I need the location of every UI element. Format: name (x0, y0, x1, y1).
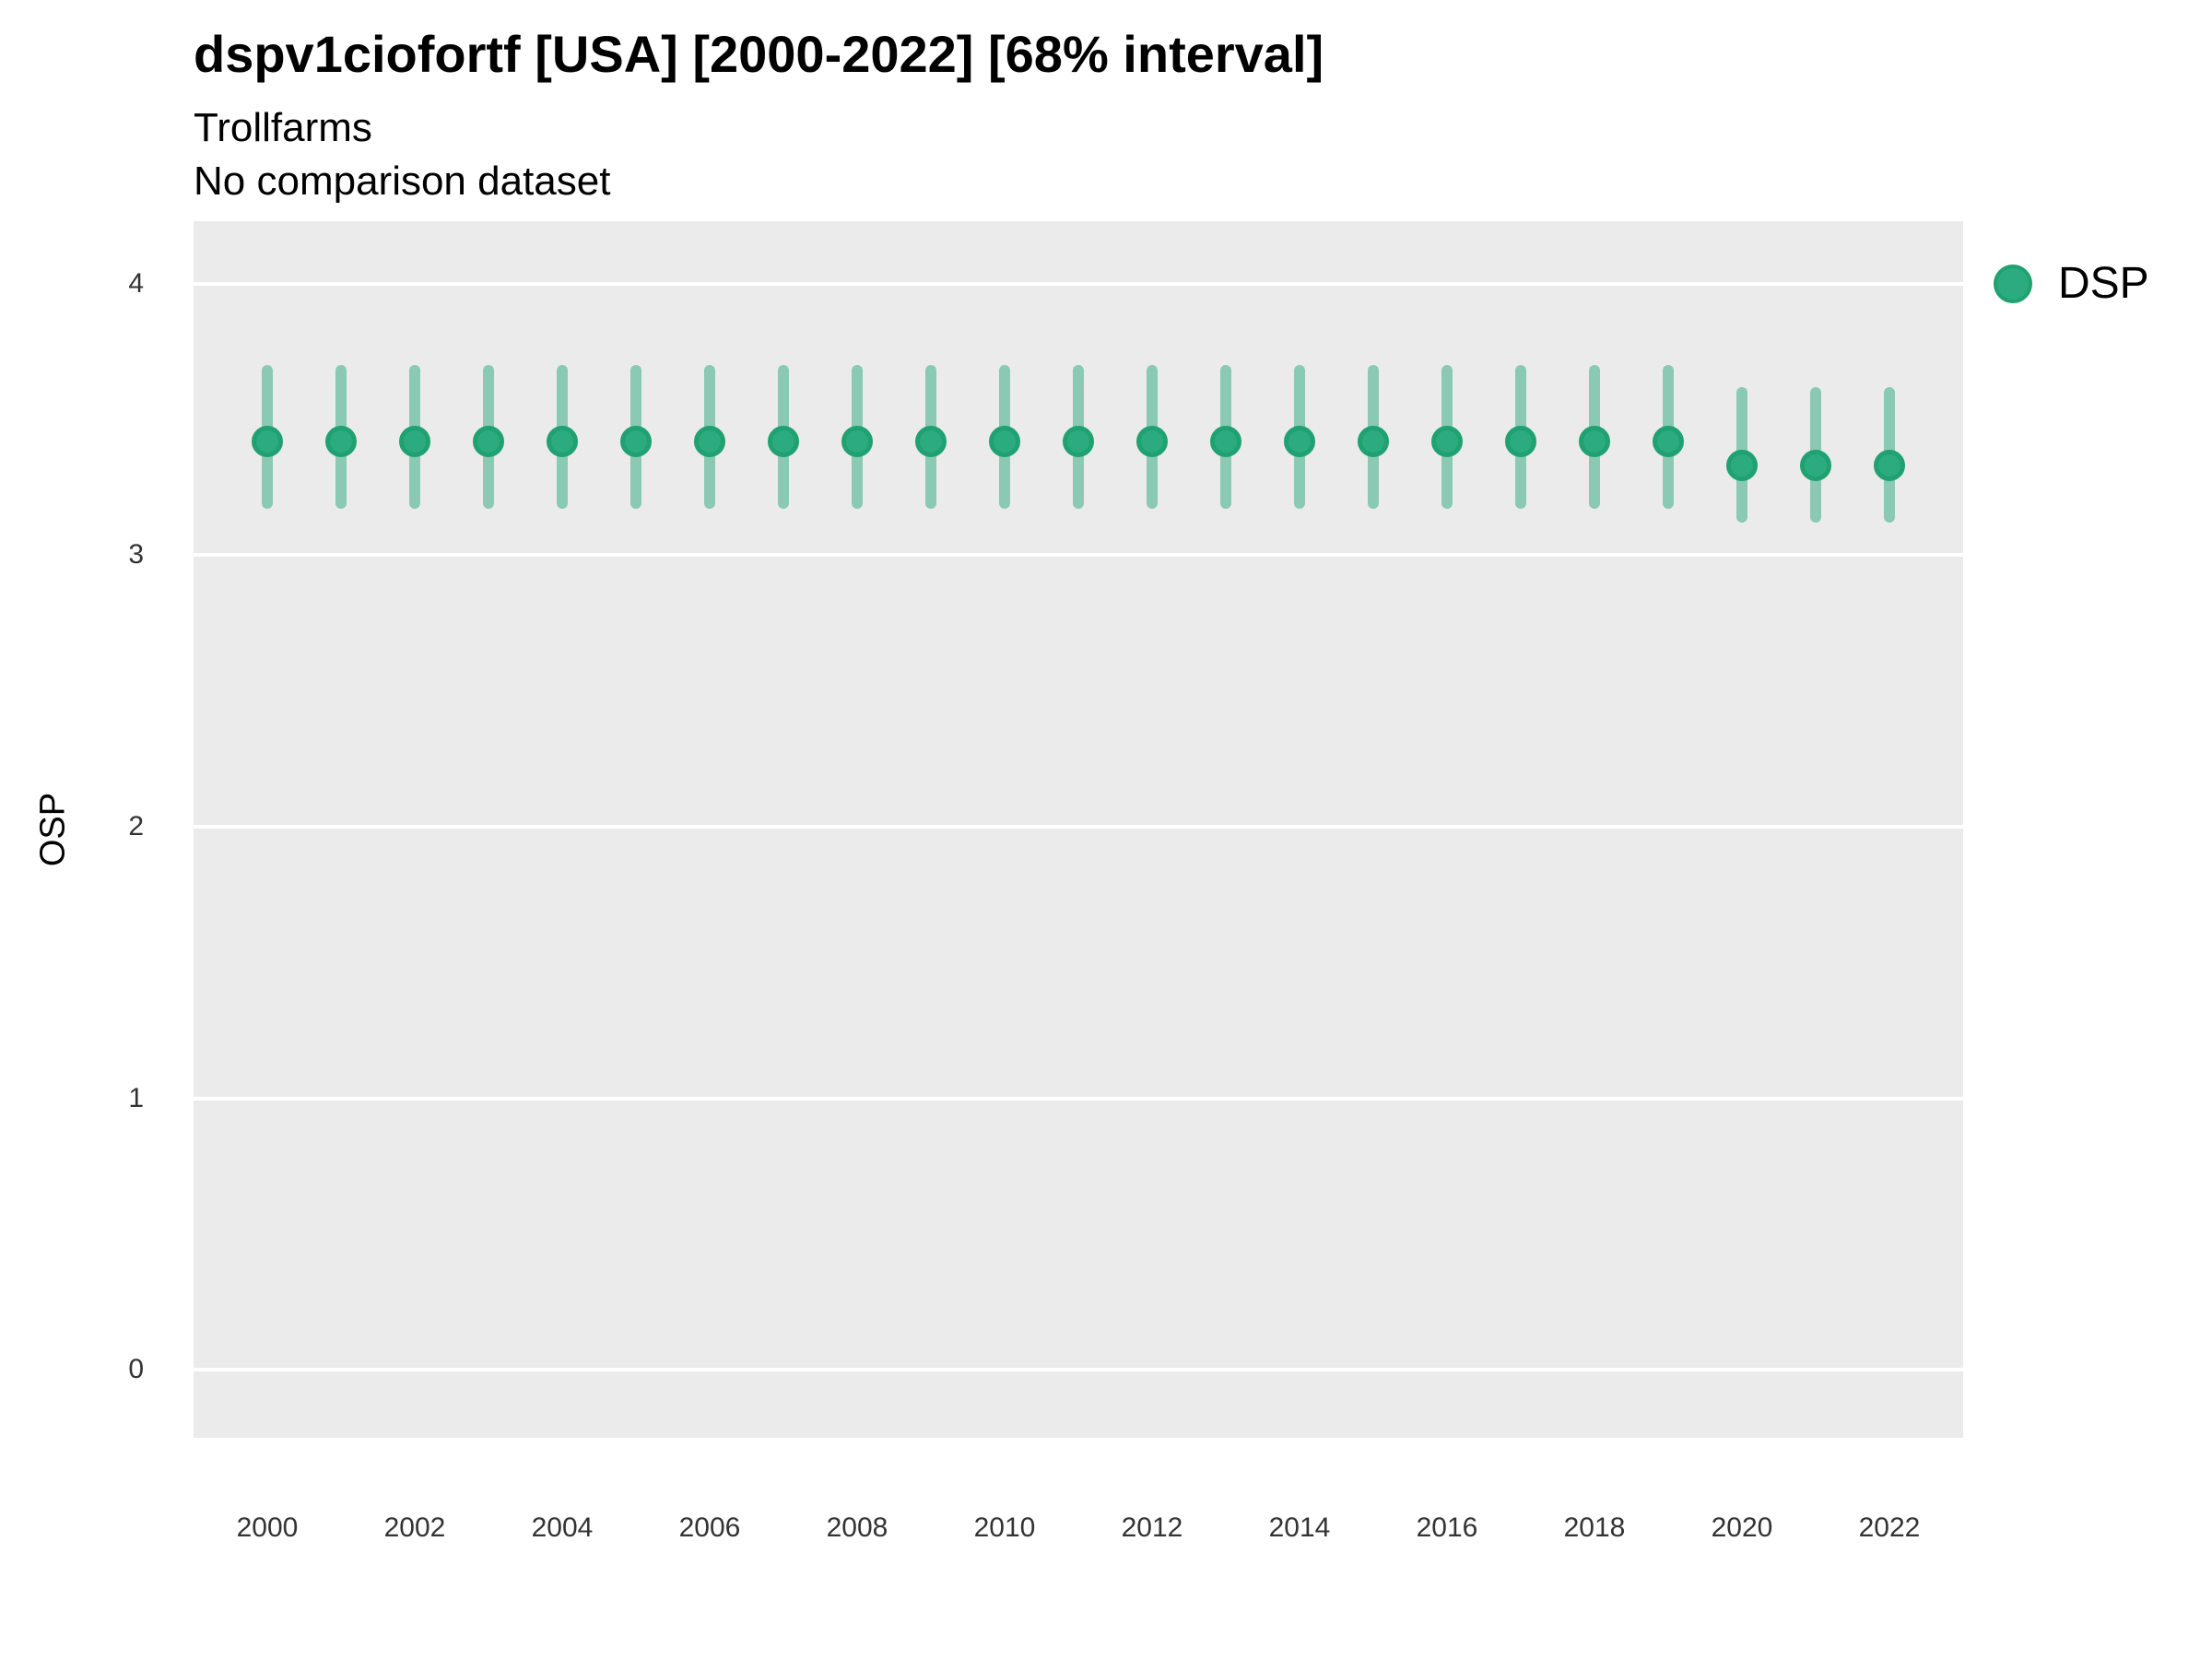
data-point-2002 (399, 425, 430, 457)
legend-dsp-label: DSP (2058, 259, 2149, 308)
data-point-2014 (1284, 425, 1315, 457)
data-point-2000 (252, 425, 283, 457)
data-point-2004 (547, 425, 578, 457)
x-tick-label: 2018 (1563, 1512, 1626, 1543)
data-point-2009 (915, 425, 947, 457)
x-tick-label: 2012 (1121, 1512, 1183, 1543)
data-point-2020 (1726, 450, 1758, 482)
data-point-2012 (1136, 425, 1168, 457)
x-tick-label: 2000 (236, 1512, 299, 1543)
plot-panel (194, 221, 1963, 1438)
data-point-2006 (694, 425, 725, 457)
y-tick-label: 4 (128, 267, 144, 299)
x-tick-label: 2004 (531, 1512, 594, 1543)
x-tick-label: 2010 (973, 1512, 1036, 1543)
data-point-2008 (841, 425, 873, 457)
data-point-2011 (1063, 425, 1094, 457)
gridline-y-2 (194, 825, 1963, 830)
x-tick-label: 2008 (826, 1512, 888, 1543)
gridline-y-1 (194, 1096, 1963, 1100)
data-point-2005 (620, 425, 652, 457)
data-point-2016 (1431, 425, 1463, 457)
x-tick-label: 2006 (678, 1512, 741, 1543)
data-point-2001 (325, 425, 357, 457)
data-point-2010 (989, 425, 1020, 457)
legend: DSP (1994, 258, 2149, 309)
x-tick-label: 2022 (1858, 1512, 1921, 1543)
data-point-2022 (1874, 450, 1905, 482)
data-point-2017 (1505, 425, 1536, 457)
data-point-2013 (1210, 425, 1241, 457)
data-point-2019 (1653, 425, 1684, 457)
comparison-note: No comparison dataset (194, 159, 611, 204)
data-point-2007 (768, 425, 799, 457)
chart-subtitle: Trollfarms (194, 105, 372, 150)
data-point-2015 (1358, 425, 1389, 457)
x-tick-label: 2014 (1268, 1512, 1331, 1543)
chart-title: dspv1ciofortf [USA] [2000-2022] [68% int… (194, 25, 1324, 83)
gridline-y-4 (194, 281, 1963, 286)
data-point-2003 (473, 425, 504, 457)
gridline-y-3 (194, 553, 1963, 558)
data-point-2021 (1800, 450, 1831, 482)
x-tick-label: 2020 (1711, 1512, 1773, 1543)
y-tick-label: 0 (128, 1354, 144, 1385)
x-tick-label: 2016 (1416, 1512, 1478, 1543)
y-tick-label: 3 (128, 539, 144, 571)
legend-dsp-dot-icon (1994, 264, 2032, 303)
y-tick-label: 2 (128, 811, 144, 842)
y-tick-label: 1 (128, 1082, 144, 1113)
data-point-2018 (1579, 425, 1610, 457)
gridline-y-0 (194, 1368, 1963, 1372)
x-tick-label: 2002 (383, 1512, 446, 1543)
